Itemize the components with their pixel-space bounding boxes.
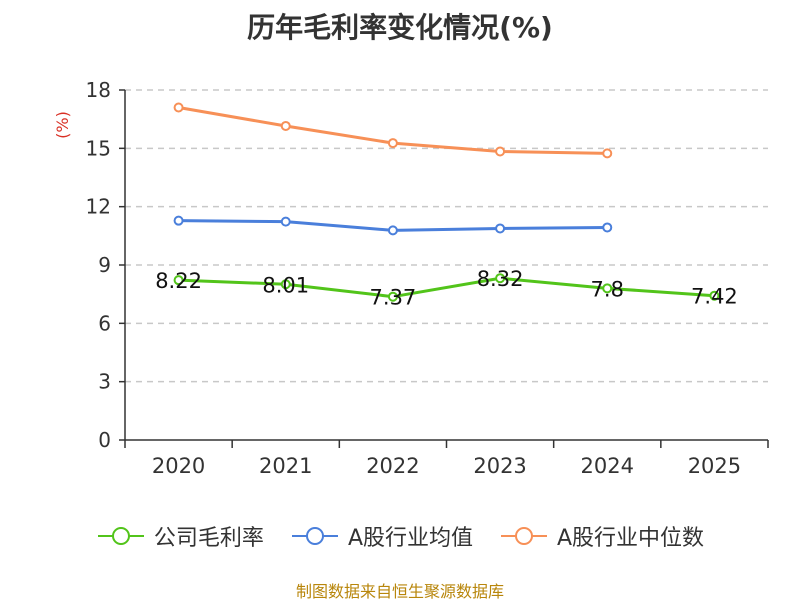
- series-2-point-2022: [387, 138, 398, 149]
- source-note: 制图数据来自恒生聚源数据库: [295, 582, 504, 601]
- data-label-2024: 7.8: [591, 277, 624, 301]
- y-tick-label-12: 12: [86, 195, 111, 219]
- y-axis-label: (%): [53, 111, 72, 139]
- legend-label-company: 公司毛利率: [153, 526, 264, 551]
- x-tick-label-2023: 2023: [473, 454, 526, 478]
- series-2-point-2020: [173, 102, 184, 113]
- series-2-point-2024: [602, 148, 613, 159]
- y-tick-label-9: 9: [98, 253, 111, 277]
- x-tick-label-2020: 2020: [152, 454, 205, 478]
- series-1-point-2022: [387, 225, 398, 236]
- y-tick-label-18: 18: [86, 78, 111, 102]
- legend-marker-industry-median: [501, 527, 547, 545]
- x-tick-label-2024: 2024: [581, 454, 634, 478]
- series-0-point-2021: [280, 279, 291, 290]
- data-labels: 8.22 8.01 7.37 8.32 7.8 7.42: [155, 267, 738, 309]
- series-2-point-2023: [495, 146, 506, 157]
- legend-marker-industry-mean: [291, 527, 338, 545]
- y-tick-label-3: 3: [98, 370, 111, 394]
- legend-marker-company: [97, 527, 144, 545]
- series-lines: [173, 102, 720, 302]
- x-tick-label-2021: 2021: [259, 454, 312, 478]
- chart-title: 历年毛利率变化情况(%): [247, 11, 553, 44]
- series-0-point-2023: [495, 273, 506, 284]
- legend-item-company[interactable]: 公司毛利率: [96, 520, 264, 552]
- series-1-point-2021: [280, 216, 291, 227]
- data-label-2022: 7.37: [370, 286, 417, 310]
- data-label-2023: 8.32: [477, 267, 524, 291]
- x-tick-label-2025: 2025: [688, 454, 741, 478]
- legend-label-industry-mean: A股行业均值: [347, 526, 473, 551]
- series-1-point-2024: [602, 222, 613, 233]
- series-line-0: [178, 276, 715, 299]
- series-1-point-2023: [495, 223, 506, 234]
- data-label-2025: 7.42: [691, 285, 738, 309]
- series-2-point-2021: [280, 120, 291, 131]
- legend: 公司毛利率 A股行业均值 A股行业中位数: [0, 520, 800, 552]
- series-1-point-2020: [173, 215, 184, 226]
- series-0-point-2020: [173, 275, 184, 286]
- grid-lines: [125, 89, 768, 383]
- x-tick-label-2022: 2022: [366, 454, 419, 478]
- series-0-point-2024: [602, 283, 613, 294]
- axes: 0 3 6 9 12 15 18 2020 2021 2022 2023 2024 2025 (%): [53, 78, 769, 478]
- y-tick-label-6: 6: [98, 311, 111, 335]
- legend-item-industry-mean[interactable]: A股行业均值: [290, 520, 473, 552]
- series-0-point-2025: [709, 290, 720, 301]
- y-tick-label-15: 15: [86, 136, 111, 160]
- data-label-2020: 8.22: [155, 269, 202, 293]
- legend-label-industry-median: A股行业中位数: [557, 526, 705, 551]
- y-tick-label-0: 0: [98, 428, 111, 452]
- legend-item-industry-median[interactable]: A股行业中位数: [499, 520, 704, 552]
- data-label-2021: 8.01: [262, 273, 309, 297]
- series-0-point-2022: [387, 291, 398, 302]
